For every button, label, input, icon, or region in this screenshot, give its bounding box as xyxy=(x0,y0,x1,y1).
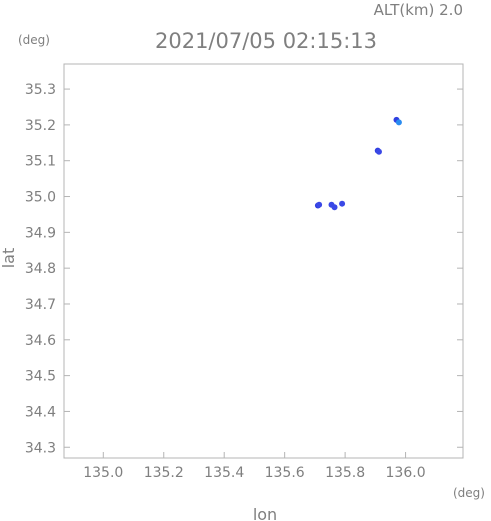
y-tick-label: 34.3 xyxy=(25,440,56,456)
alt-label: ALT(km) 2.0 xyxy=(374,1,463,19)
y-axis: 34.3 34.4 34.5 34.6 34.7 34.8 34.9 35.0 35.1 35.2… xyxy=(25,82,463,456)
x-tick-label: 136.0 xyxy=(386,465,426,481)
y-tick-label: 35.2 xyxy=(25,118,56,134)
data-point xyxy=(375,148,382,155)
data-point xyxy=(395,119,402,126)
x-tick-label: 135.2 xyxy=(144,465,184,481)
x-tick-label: 135.6 xyxy=(265,465,305,481)
x-axis: 135.0 135.2 135.4 135.6 135.8 136.0 xyxy=(83,452,426,481)
y-tick-label: 34.9 xyxy=(25,225,56,241)
y-tick-label: 34.5 xyxy=(25,369,56,385)
y-tick-label: 34.4 xyxy=(25,404,56,420)
data-point xyxy=(339,200,346,207)
y-tick-label: 34.7 xyxy=(25,297,56,313)
y-tick-label: 34.8 xyxy=(25,261,56,277)
x-tick-label: 135.0 xyxy=(83,465,123,481)
x-tick-label: 135.8 xyxy=(325,465,365,481)
data-point xyxy=(331,204,338,211)
plot-frame xyxy=(63,63,464,459)
chart-title: 2021/07/05 02:15:13 xyxy=(155,29,377,53)
y-tick-label: 35.3 xyxy=(25,82,56,98)
y-axis-label: lat xyxy=(0,248,18,269)
x-axis-label: lon xyxy=(253,505,277,521)
y-tick-label: 35.0 xyxy=(25,190,56,206)
y-tick-label: 35.1 xyxy=(25,154,56,170)
data-point xyxy=(316,201,323,208)
y-unit: (deg) xyxy=(18,33,50,47)
y-tick-label: 34.6 xyxy=(25,333,56,349)
x-unit: (deg) xyxy=(453,486,485,500)
data-points xyxy=(314,116,402,211)
x-tick-label: 135.4 xyxy=(204,465,244,481)
